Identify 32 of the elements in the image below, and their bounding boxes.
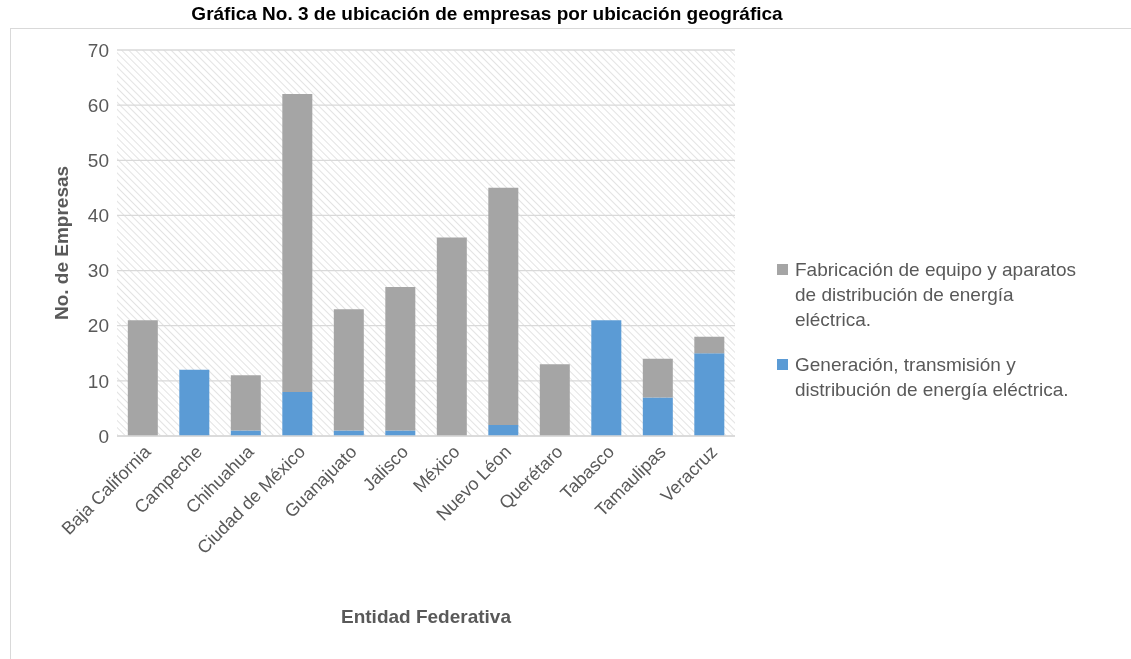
bar [282, 94, 313, 392]
bar [436, 237, 467, 436]
y-axis-title: No. de Empresas [51, 165, 73, 321]
y-tick-label: 40 [87, 205, 109, 227]
bar [385, 287, 416, 431]
bar [642, 358, 673, 398]
bar [127, 320, 158, 436]
bar [282, 391, 313, 436]
bar [230, 375, 261, 431]
y-tick-label: 10 [87, 370, 109, 392]
x-axis-title: Entidad Federativa [341, 606, 511, 628]
bar [333, 430, 364, 436]
y-tick-label: 20 [87, 315, 109, 337]
bar [539, 364, 570, 436]
bar [694, 353, 725, 436]
bar [230, 430, 261, 436]
y-tick-label: 70 [87, 39, 109, 61]
bar [488, 187, 519, 425]
bar [591, 320, 622, 436]
legend-label: Fabricación de equipo y aparatos de distribución de energía eléctrica. [795, 258, 1077, 332]
bar [642, 397, 673, 436]
y-tick-label: 50 [87, 150, 109, 172]
bar [694, 336, 725, 354]
bar [179, 369, 210, 436]
y-tick-label: 0 [98, 425, 109, 447]
bar [488, 424, 519, 436]
chart-title: Gráfica No. 3 de ubicación de empresas por ubicación geográfica [191, 3, 783, 25]
y-tick-label: 30 [87, 260, 109, 282]
legend-label: Generación, transmisión y distribución de energía eléctrica. [795, 353, 1070, 402]
y-tick-label: 60 [87, 94, 109, 116]
bar [333, 309, 364, 431]
bar [385, 430, 416, 436]
